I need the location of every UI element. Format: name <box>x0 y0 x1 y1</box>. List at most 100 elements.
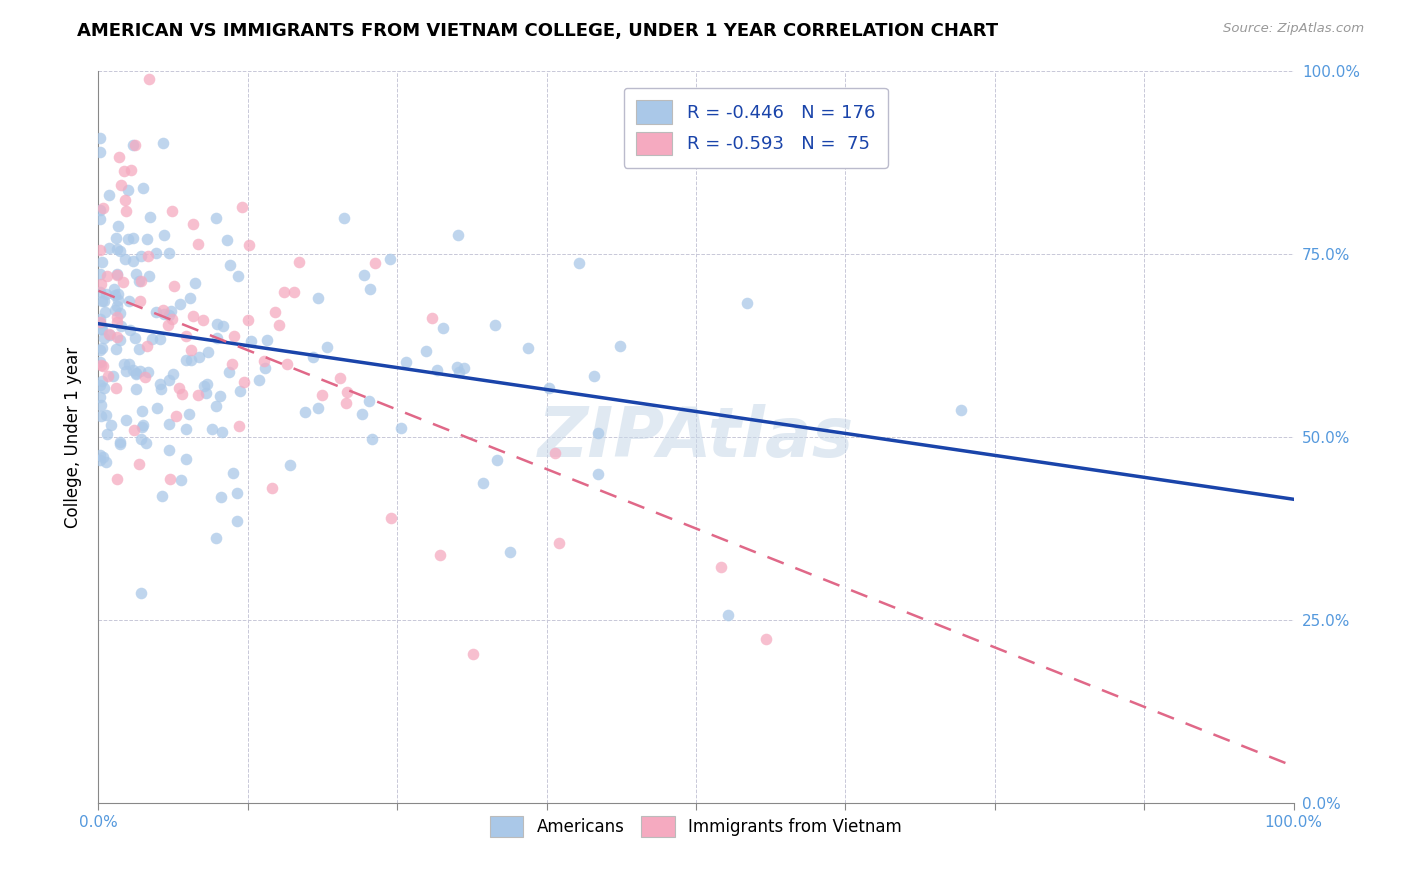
Point <box>89 267 111 281</box>
Point <box>135 231 157 245</box>
Point <box>209 490 232 504</box>
Point <box>105 268 128 282</box>
Point <box>124 137 146 152</box>
Point <box>359 283 381 297</box>
Point <box>110 333 132 347</box>
Point <box>226 486 249 500</box>
Point <box>425 362 447 376</box>
Point <box>90 255 112 269</box>
Point <box>97 242 120 256</box>
Point <box>195 377 218 392</box>
Point <box>181 217 204 231</box>
Point <box>205 400 228 414</box>
Point <box>93 331 115 345</box>
Point <box>94 287 117 301</box>
Point <box>108 435 131 450</box>
Point <box>91 201 114 215</box>
Point <box>125 382 148 396</box>
Point <box>486 452 509 467</box>
Point <box>157 373 180 387</box>
Point <box>122 254 145 268</box>
Point <box>167 381 190 395</box>
Point <box>145 246 167 260</box>
Point <box>609 338 631 352</box>
Point <box>90 321 112 335</box>
Point <box>391 420 413 434</box>
Point <box>153 227 176 242</box>
Point <box>114 252 136 267</box>
Point <box>949 402 972 417</box>
Point <box>114 364 136 378</box>
Point <box>218 365 240 379</box>
Point <box>517 342 540 356</box>
Point <box>176 451 198 466</box>
Point <box>152 307 174 321</box>
Point <box>129 432 152 446</box>
Point <box>181 309 204 323</box>
Point <box>170 474 193 488</box>
Point <box>124 331 146 345</box>
Point <box>315 340 337 354</box>
Point <box>89 390 111 404</box>
Point <box>89 203 111 218</box>
Text: Source: ZipAtlas.com: Source: ZipAtlas.com <box>1223 22 1364 36</box>
Point <box>89 314 111 328</box>
Point <box>191 312 214 326</box>
Point <box>311 388 333 402</box>
Point <box>129 294 152 309</box>
Point <box>108 244 131 258</box>
Point <box>118 323 141 337</box>
Point <box>209 389 232 403</box>
Point <box>148 377 170 392</box>
Point <box>172 386 194 401</box>
Point <box>89 343 111 357</box>
Point <box>89 243 111 257</box>
Point <box>103 282 125 296</box>
Point <box>380 510 402 524</box>
Point <box>139 210 162 224</box>
Point <box>247 373 270 387</box>
Point <box>103 288 125 302</box>
Point <box>152 136 174 151</box>
Point <box>378 252 401 266</box>
Point <box>195 385 218 400</box>
Point <box>125 367 148 381</box>
Point <box>141 332 163 346</box>
Point <box>568 255 591 269</box>
Point <box>219 258 242 272</box>
Point <box>180 343 202 358</box>
Point <box>105 310 128 324</box>
Point <box>415 343 437 358</box>
Point <box>544 446 567 460</box>
Point <box>125 267 148 281</box>
Point <box>105 242 128 256</box>
Point <box>586 425 609 440</box>
Point <box>193 379 215 393</box>
Point <box>240 334 263 349</box>
Point <box>91 374 114 388</box>
Point <box>307 291 329 305</box>
Point <box>105 314 128 328</box>
Point <box>253 360 276 375</box>
Point <box>184 276 207 290</box>
Point <box>132 417 155 432</box>
Point <box>157 245 180 260</box>
Point <box>267 318 290 333</box>
Point <box>548 536 571 550</box>
Point <box>90 277 112 291</box>
Point <box>91 293 114 308</box>
Point <box>352 407 374 421</box>
Point <box>117 232 139 246</box>
Point <box>174 353 197 368</box>
Point <box>236 313 259 327</box>
Point <box>107 150 129 164</box>
Point <box>755 632 778 646</box>
Point <box>472 476 495 491</box>
Point <box>118 357 141 371</box>
Y-axis label: College, Under 1 year: College, Under 1 year <box>63 346 82 528</box>
Point <box>149 332 172 346</box>
Point <box>336 384 359 399</box>
Point <box>583 368 606 383</box>
Point <box>115 204 138 219</box>
Point <box>89 130 111 145</box>
